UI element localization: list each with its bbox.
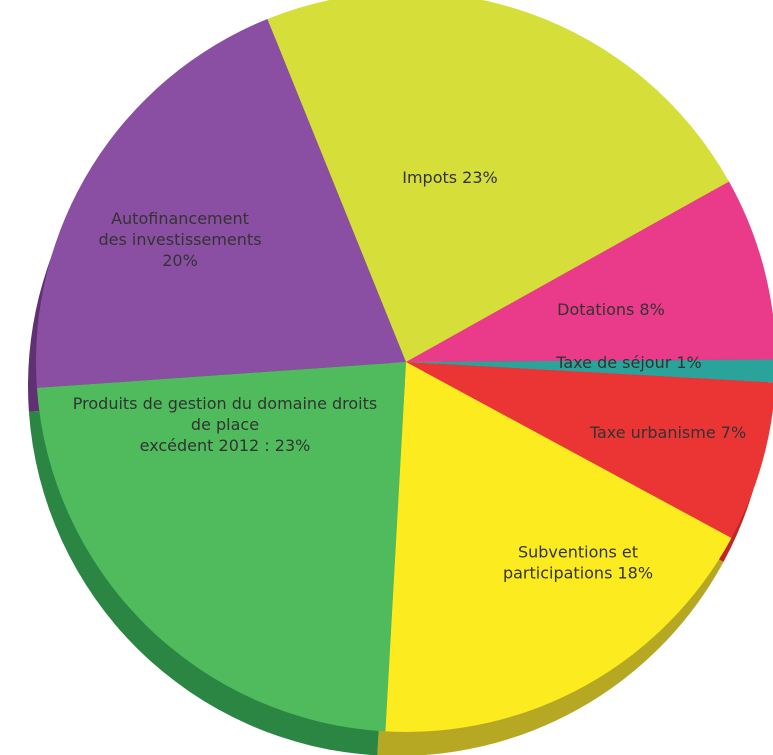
pie-label-subventions-et-participations-: Subventions et participations 18% [503,543,653,583]
pie-slice-impots-23 [267,0,729,362]
pie-slice-subventions-et-participations- [385,362,732,732]
pie-slice-taxe-urbanisme-7 [406,362,773,538]
pie-slice-dotations-8 [406,181,773,362]
pie-label-taxe-de-sejour-1: Taxe de séjour 1% [555,353,702,372]
pie-slice-produits-de-gestion-du-domaine [36,362,407,732]
pie-label-taxe-urbanisme-7: Taxe urbanisme 7% [589,423,746,442]
pie-label-dotations-8: Dotations 8% [557,300,665,319]
pie-label-impots-23: Impots 23% [402,168,498,187]
pie-slices [35,0,773,732]
pie-slice-autofinancement-des-investisse [35,18,406,388]
pie-slice-taxe-de-sejour-1 [406,359,773,383]
pie-labels: Impots 23% Dotations 8% Taxe de séjour 1% T… [73,168,746,583]
pie-label-produits-de-gestion-du-domaine: Produits de gestion du domaine droits de … [73,394,377,455]
pie-label-autofinancement-des-investisse: Autofinancement des investissements 20% [98,209,261,270]
